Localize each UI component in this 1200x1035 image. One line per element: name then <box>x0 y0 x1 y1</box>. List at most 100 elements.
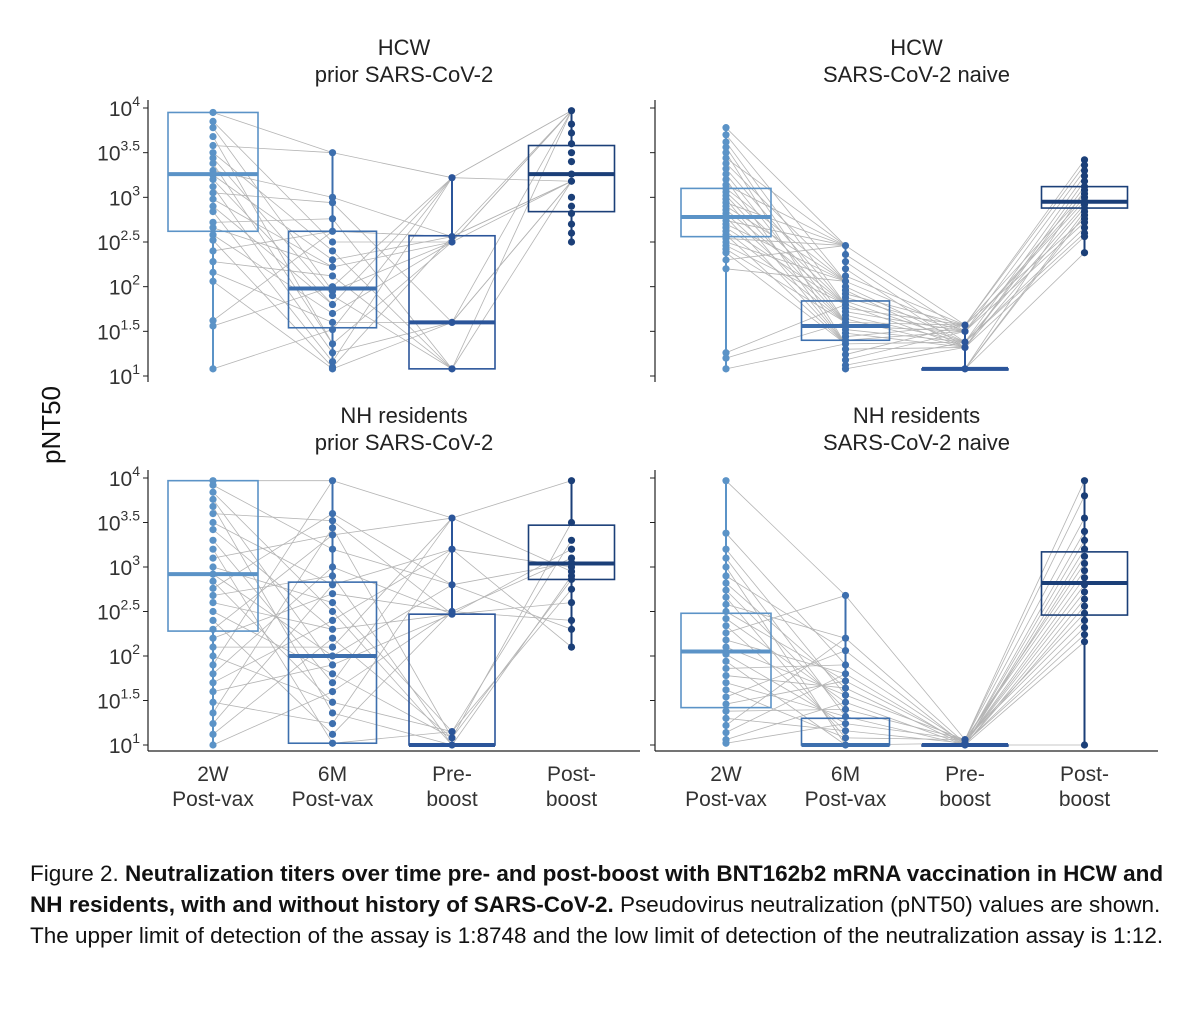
data-point <box>567 575 576 584</box>
connector-line <box>725 566 846 746</box>
connector-line <box>332 527 453 739</box>
x-category-label: 2W <box>710 763 742 786</box>
connector-line <box>725 238 846 246</box>
connector-line <box>964 495 1085 740</box>
data-point <box>841 365 850 373</box>
points-group-4 <box>1080 477 1089 749</box>
x-category-label: Post-vax <box>292 788 374 811</box>
y-tick-base: 10 <box>97 232 120 255</box>
connector-line <box>212 192 333 204</box>
panel-title-line: NH residents <box>340 403 467 428</box>
connector-line <box>845 261 966 343</box>
connector-line <box>212 280 333 370</box>
x-category-label: 2W <box>197 763 229 786</box>
data-point <box>328 688 337 696</box>
data-point <box>328 300 337 309</box>
data-point <box>209 688 217 696</box>
connector-lines <box>725 127 1085 370</box>
data-point <box>328 477 337 485</box>
connector-line <box>212 186 333 354</box>
data-point <box>1080 249 1089 257</box>
connector-line <box>725 157 846 246</box>
data-point <box>328 581 337 589</box>
data-point <box>1080 177 1089 185</box>
connector-line <box>964 517 1085 740</box>
data-point <box>567 129 576 137</box>
connector-line <box>725 163 846 282</box>
x-category-label: Pre- <box>432 763 472 786</box>
data-point <box>328 272 337 280</box>
connector-line <box>725 220 846 246</box>
connector-line <box>332 218 453 370</box>
connector-line <box>212 127 333 292</box>
connector-line <box>725 245 846 261</box>
data-point <box>209 741 217 749</box>
connector-line <box>332 236 453 261</box>
data-point <box>209 599 217 607</box>
data-point <box>841 741 850 749</box>
connector-line <box>845 268 966 348</box>
y-tick-base: 10 <box>109 557 132 580</box>
connector-line <box>725 343 846 370</box>
y-tick-base: 10 <box>109 277 132 300</box>
data-point <box>209 154 217 162</box>
connector-line <box>212 534 333 630</box>
data-point <box>722 349 730 357</box>
points-group-4 <box>567 107 576 246</box>
connector-line <box>212 540 333 683</box>
data-point <box>1080 559 1089 568</box>
connector-line <box>212 121 333 243</box>
x-category-label: Post-vax <box>172 788 254 811</box>
connector-line <box>725 653 846 724</box>
data-point <box>328 661 337 669</box>
connector-line <box>725 184 846 246</box>
connector-line <box>212 534 333 559</box>
y-tick-exponent: 2.5 <box>121 597 141 613</box>
connector-line <box>725 134 846 282</box>
caption-title: Neutralization titers over time pre- and… <box>30 861 1164 917</box>
data-point <box>567 599 576 607</box>
points-group-2 <box>328 149 337 373</box>
connector-line <box>212 112 333 154</box>
data-point <box>722 600 730 608</box>
points-group-2 <box>328 477 337 747</box>
data-point <box>209 563 217 571</box>
connector-line <box>725 639 846 675</box>
data-point <box>722 739 730 747</box>
connector-line <box>451 110 572 323</box>
data-point <box>722 256 730 264</box>
data-point <box>722 700 730 708</box>
data-point <box>448 734 456 742</box>
connector-line <box>332 701 453 733</box>
y-tick-label: 101.5 <box>97 686 140 714</box>
connector-line <box>212 211 333 362</box>
data-point <box>841 691 850 699</box>
connector-line <box>845 311 966 332</box>
data-point <box>328 193 337 201</box>
connector-line <box>332 177 453 362</box>
data-point <box>209 159 217 167</box>
connector-line <box>451 548 572 615</box>
connector-line <box>845 730 966 744</box>
points-group-4 <box>1080 156 1089 257</box>
data-point <box>567 170 576 178</box>
data-point <box>328 340 337 348</box>
data-point <box>722 607 730 616</box>
points-group-1 <box>722 477 730 747</box>
connector-line <box>845 687 966 746</box>
data-point <box>328 524 337 532</box>
data-point <box>722 593 730 601</box>
connector-line <box>451 180 572 323</box>
data-point <box>841 684 850 692</box>
data-point <box>1080 552 1089 560</box>
data-point <box>328 349 337 357</box>
data-point <box>1080 545 1089 553</box>
connector-line <box>725 575 846 651</box>
connector-line <box>212 261 333 277</box>
connector-line <box>212 230 333 252</box>
data-point <box>961 365 969 373</box>
data-point <box>722 165 730 173</box>
connector-line <box>725 241 846 282</box>
